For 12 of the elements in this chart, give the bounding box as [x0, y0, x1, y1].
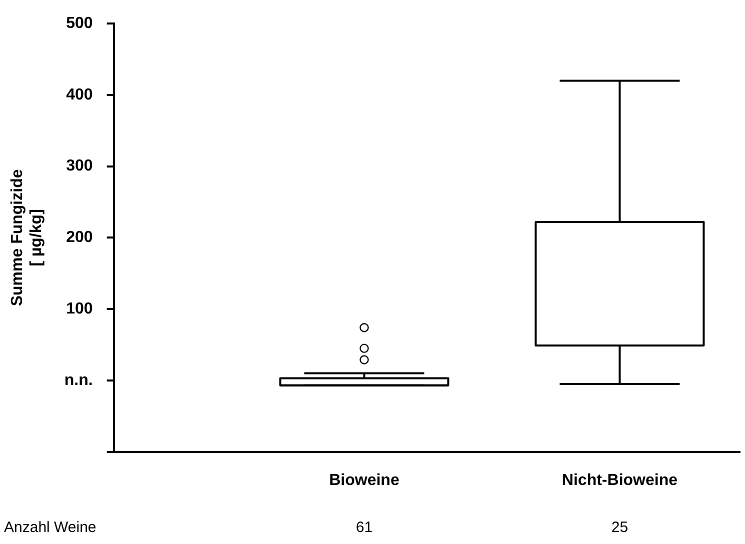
y-axis-title: Summe Fungizide [ µg/kg] [9, 169, 46, 306]
x-tick-label: Bioweine [329, 472, 400, 489]
y-tick-label: 300 [66, 158, 93, 175]
y-tick-label: 200 [66, 229, 93, 246]
y-tick-label: 500 [66, 15, 93, 32]
text: 25 [611, 519, 628, 536]
y-tick-label: 100 [66, 300, 93, 318]
y-tick-label: 400 [66, 86, 93, 104]
text: 61 [356, 519, 373, 536]
x-tick-label: Nicht-Bioweine [562, 472, 678, 489]
text: Anzahl Weine [4, 519, 96, 536]
y-tick-label: n.n. [64, 372, 93, 389]
